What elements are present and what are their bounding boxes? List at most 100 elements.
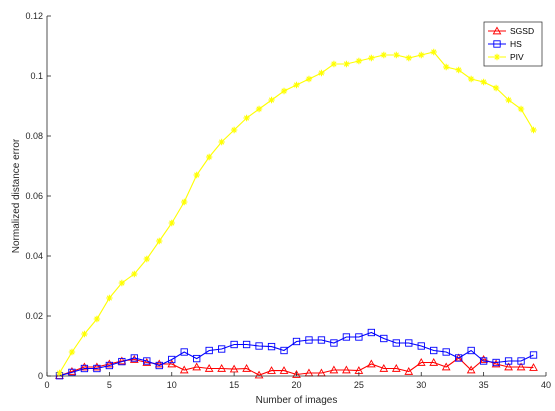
data-point-piv (156, 237, 163, 245)
data-point-sgsd (379, 363, 389, 372)
data-point-sgsd (204, 363, 214, 372)
data-point-hs (355, 333, 363, 341)
data-point-piv (118, 279, 126, 287)
legend-marker-hs (493, 40, 501, 48)
data-point-piv (517, 105, 525, 113)
data-point-piv (230, 126, 238, 134)
y-tick-label: 0.04 (25, 251, 43, 261)
data-point-hs (455, 354, 463, 362)
data-point-hs (504, 357, 513, 365)
data-point-sgsd (229, 364, 239, 373)
x-tick-label: 25 (354, 380, 364, 390)
data-point-piv (181, 198, 188, 206)
data-point-hs (417, 342, 425, 350)
x-tick-label: 5 (107, 380, 112, 390)
data-point-sgsd (404, 366, 414, 375)
data-point-hs (492, 358, 500, 367)
data-point-hs (430, 346, 438, 355)
data-point-sgsd (504, 362, 513, 371)
x-tick-label: 15 (229, 380, 239, 390)
x-tick-label: 0 (44, 380, 49, 390)
data-point-piv (505, 96, 512, 104)
series-sgsd (55, 353, 538, 380)
data-point-hs (392, 339, 400, 347)
plot-background (47, 16, 546, 376)
legend-label-hs: HS (510, 39, 522, 49)
data-point-hs (143, 357, 151, 365)
series-layer (55, 48, 538, 380)
data-point-hs (93, 364, 101, 373)
data-point-sgsd (429, 357, 439, 366)
data-point-sgsd (254, 370, 264, 379)
x-tick-label: 10 (167, 380, 177, 390)
x-tick-label: 20 (291, 380, 301, 390)
y-tick-label: 0.1 (30, 71, 43, 81)
data-point-piv (68, 348, 76, 356)
data-point-hs (292, 337, 301, 346)
data-point-piv (243, 114, 250, 122)
series-line-hs (59, 331, 534, 377)
data-point-sgsd (366, 359, 376, 368)
y-axis-label: Normalized distance error (11, 138, 22, 253)
x-tick-label: 35 (479, 380, 489, 390)
y-tick-label: 0.02 (25, 311, 43, 321)
data-point-hs (193, 354, 201, 363)
data-point-piv (467, 75, 475, 83)
data-point-piv (305, 75, 313, 83)
data-point-hs (330, 339, 338, 347)
data-point-piv (131, 270, 138, 278)
data-point-hs (118, 357, 126, 366)
data-point-piv (405, 54, 412, 62)
data-point-hs (168, 355, 176, 364)
data-point-piv (330, 60, 338, 68)
data-point-piv (480, 78, 487, 86)
x-tick-label: 40 (541, 380, 551, 390)
y-tick-label: 0.08 (25, 131, 43, 141)
data-point-hs (442, 348, 450, 356)
data-point-piv (280, 87, 288, 95)
series-hs (55, 328, 538, 380)
data-point-sgsd (242, 363, 251, 372)
axes-layer: 0 5 10 15 20 25 30 35 40 0 0.02 0.04 0.06 0.08 0.1 0.12 (25, 11, 551, 390)
plot-area (47, 16, 546, 376)
legend-label-sgsd: SGSD (510, 26, 534, 36)
x-tick-label: 30 (416, 380, 426, 390)
data-point-hs (517, 357, 525, 365)
legend-marker-sgsd (492, 26, 502, 35)
data-point-sgsd (129, 354, 139, 363)
y-tick-label: 0 (38, 371, 43, 381)
data-point-piv (455, 66, 462, 74)
data-point-hs (80, 364, 89, 373)
data-point-sgsd (529, 363, 538, 371)
series-piv (56, 48, 537, 377)
data-point-piv (168, 219, 175, 227)
data-point-piv (393, 51, 400, 59)
data-point-sgsd (441, 362, 451, 371)
data-point-hs (280, 346, 288, 355)
data-point-sgsd (391, 363, 401, 372)
data-point-sgsd (342, 365, 351, 374)
data-point-piv (380, 51, 388, 59)
data-point-piv (318, 69, 325, 77)
data-point-hs (205, 346, 213, 355)
legend: SGSD HS PIV (483, 21, 543, 67)
data-point-sgsd (217, 363, 227, 372)
data-point-sgsd (192, 362, 202, 371)
data-point-hs (380, 334, 388, 343)
data-point-piv (492, 84, 500, 92)
data-point-hs (242, 340, 251, 349)
data-point-sgsd (67, 366, 77, 375)
data-point-piv (56, 369, 63, 377)
data-point-piv (530, 126, 537, 134)
data-point-piv (193, 171, 200, 179)
data-point-hs (342, 333, 351, 341)
data-point-sgsd (105, 359, 114, 368)
data-point-hs (467, 346, 475, 355)
data-point-piv (143, 255, 150, 263)
data-point-piv (430, 48, 437, 56)
data-point-hs (479, 357, 488, 365)
data-point-sgsd (516, 362, 526, 371)
data-point-hs (367, 328, 375, 337)
data-point-piv (106, 294, 113, 302)
